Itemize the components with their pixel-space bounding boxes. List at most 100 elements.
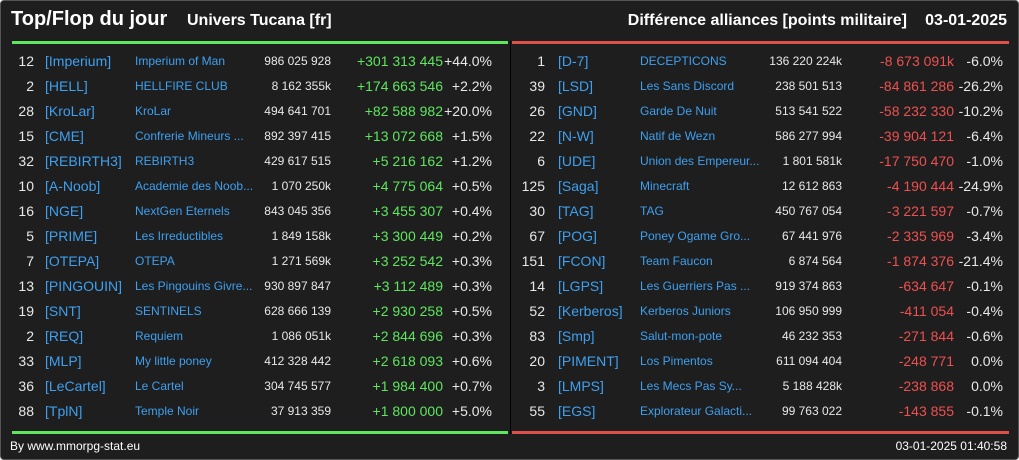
alliance-diff: +174 663 546: [356, 78, 443, 94]
alliance-name-link[interactable]: Natif de Wezn: [640, 129, 716, 143]
alliance-name-link[interactable]: Les Sans Discord: [640, 79, 735, 93]
alliance-tag-link[interactable]: [SNT]: [45, 303, 81, 319]
alliance-tag-link[interactable]: [Kerberos]: [558, 303, 623, 319]
alliance-tag-link[interactable]: [PIMENT]: [558, 353, 619, 369]
alliance-name-link[interactable]: Imperium of Man: [135, 54, 226, 68]
top-row: 13 [PINGOUIN] Les Pingouins Givre... 930 89…: [1, 274, 501, 299]
alliance-tag-link[interactable]: [EGS]: [558, 403, 596, 419]
alliance-rank: 19: [18, 303, 34, 319]
alliance-points: 412 328 442: [264, 354, 331, 368]
alliance-tag-link[interactable]: [KroLar]: [45, 103, 95, 119]
alliance-pct: -6.4%: [966, 128, 1003, 144]
alliance-rank: 14: [529, 278, 545, 294]
alliance-name-link[interactable]: Les Irreductibles: [135, 229, 224, 243]
alliance-diff: -58 232 330: [879, 103, 954, 119]
flop-row: 67 [POG] Poney Ogame Gro... 67 441 976 -2 33…: [512, 224, 1012, 249]
alliance-diff: +4 775 064: [372, 178, 443, 194]
alliance-rank: 1: [537, 53, 545, 69]
top-row: 28 [KroLar] KroLar 494 641 701 +82 588 982 +2…: [1, 99, 501, 124]
alliance-diff: -634 647: [898, 278, 954, 294]
top-row: 19 [SNT] SENTINELS 628 666 139 +2 930 258 +0.…: [1, 299, 501, 324]
alliance-name-link[interactable]: Temple Noir: [135, 404, 200, 418]
alliance-name-link[interactable]: Academie des Noob...: [135, 179, 254, 193]
alliance-rank: 6: [537, 153, 545, 169]
alliance-tag-link[interactable]: [OTEPA]: [45, 253, 100, 269]
alliance-rank: 36: [18, 378, 34, 394]
alliance-tag-link[interactable]: [Saga]: [558, 178, 599, 194]
alliance-name-link[interactable]: DECEPTICONS: [640, 54, 727, 68]
alliance-tag-link[interactable]: [PINGOUIN]: [45, 278, 123, 294]
alliance-rank: 33: [18, 353, 34, 369]
alliance-name-link[interactable]: REBIRTH3: [135, 154, 195, 168]
alliance-tag-link[interactable]: [REBIRTH3]: [45, 153, 122, 169]
alliance-tag-link[interactable]: [HELL]: [45, 78, 88, 94]
alliance-tag-link[interactable]: [A-Noob]: [45, 178, 101, 194]
alliance-tag-link[interactable]: [LGPS]: [558, 278, 604, 294]
alliance-pct: +0.3%: [451, 328, 492, 344]
alliance-tag-link[interactable]: [D-7]: [558, 53, 589, 69]
alliance-tag-link[interactable]: [LeCartel]: [45, 378, 106, 394]
alliance-tag-link[interactable]: [FCON]: [558, 253, 606, 269]
alliance-tag-link[interactable]: [UDE]: [558, 153, 596, 169]
alliance-name-link[interactable]: Los Pimentos: [640, 354, 713, 368]
alliance-tag-link[interactable]: [POG]: [558, 228, 597, 244]
flop-row: 1 [D-7] DECEPTICONS 136 220 224k -8 673 091k…: [512, 49, 1012, 74]
alliance-name-link[interactable]: Union des Empereur...: [640, 154, 760, 168]
alliance-points: 46 232 353: [781, 329, 842, 343]
alliance-name-link[interactable]: TAG: [640, 204, 664, 218]
alliance-points: 628 666 139: [264, 304, 331, 318]
alliance-points: 919 374 863: [775, 279, 842, 293]
alliance-diff: -248 771: [898, 353, 954, 369]
alliance-rank: 12: [18, 53, 34, 69]
alliance-name-link[interactable]: Garde De Nuit: [640, 104, 717, 118]
alliance-name-link[interactable]: Les Pingouins Givre...: [135, 279, 253, 293]
alliance-tag-link[interactable]: [MLP]: [45, 353, 82, 369]
alliance-name-link[interactable]: Team Faucon: [640, 254, 713, 268]
alliance-name-link[interactable]: OTEPA: [135, 254, 175, 268]
alliance-pct: +0.2%: [451, 228, 492, 244]
alliance-tag-link[interactable]: [GND]: [558, 103, 597, 119]
alliance-tag-link[interactable]: [NGE]: [45, 203, 84, 219]
alliance-name-link[interactable]: HELLFIRE CLUB: [135, 79, 228, 93]
alliance-tag-link[interactable]: [N-W]: [558, 128, 594, 144]
alliance-tag-link[interactable]: [Smp]: [558, 328, 595, 344]
alliance-tag-link[interactable]: [LSD]: [558, 78, 594, 94]
alliance-name-link[interactable]: Salut-mon-pote: [640, 329, 723, 343]
alliance-tag-link[interactable]: [PRIME]: [45, 228, 98, 244]
alliance-diff: +3 112 489: [373, 278, 443, 294]
alliance-tag-link[interactable]: [LMPS]: [558, 378, 604, 394]
alliance-diff: -3 221 597: [887, 203, 954, 219]
alliance-name-link[interactable]: KroLar: [135, 104, 172, 118]
alliance-tag-link[interactable]: [Imperium]: [45, 53, 112, 69]
flop-row: 26 [GND] Garde De Nuit 513 541 522 -58 232 3…: [512, 99, 1012, 124]
alliance-name-link[interactable]: Kerberos Juniors: [640, 304, 731, 318]
alliance-name-link[interactable]: Poney Ogame Gro...: [640, 229, 751, 243]
alliance-name-link[interactable]: My little poney: [135, 354, 212, 368]
alliance-name-link[interactable]: Requiem: [135, 329, 184, 343]
top-row: 33 [MLP] My little poney 412 328 442 +2 618 …: [1, 349, 501, 374]
alliance-name-link[interactable]: Minecraft: [640, 179, 690, 193]
page-title: Top/Flop du jour: [11, 8, 168, 30]
alliance-points: 5 188 428k: [782, 379, 842, 393]
alliance-pct: -0.4%: [966, 303, 1003, 319]
alliance-name-link[interactable]: Le Cartel: [135, 379, 184, 393]
alliance-name-link[interactable]: Les Guerriers Pas ...: [640, 279, 751, 293]
alliance-tag-link[interactable]: [CME]: [45, 128, 84, 144]
alliance-pct: -24.9%: [958, 178, 1003, 194]
alliance-name-link[interactable]: Explorateur Galacti...: [640, 404, 753, 418]
alliance-tag-link[interactable]: [TplN]: [45, 403, 83, 419]
alliance-name-link[interactable]: Confrerie Mineurs ...: [135, 129, 244, 143]
top-row: 7 [OTEPA] OTEPA 1 271 569k +3 252 542 +0.3%: [1, 249, 501, 274]
alliance-tag-link[interactable]: [TAG]: [558, 203, 594, 219]
alliance-diff: -271 844: [898, 328, 954, 344]
alliance-name-link[interactable]: NextGen Eternels: [135, 204, 230, 218]
alliance-pct: +1.2%: [451, 153, 492, 169]
alliance-pct: -10.2%: [958, 103, 1003, 119]
alliance-tag-link[interactable]: [REQ]: [45, 328, 84, 344]
alliance-name-link[interactable]: Les Mecs Pas Sy...: [640, 379, 742, 393]
alliance-points: 930 897 847: [264, 279, 331, 293]
alliance-diff: +2 930 258: [372, 303, 443, 319]
alliance-name-link[interactable]: SENTINELS: [135, 304, 202, 318]
subtitle: Différence alliances [points militaire]: [627, 12, 907, 29]
